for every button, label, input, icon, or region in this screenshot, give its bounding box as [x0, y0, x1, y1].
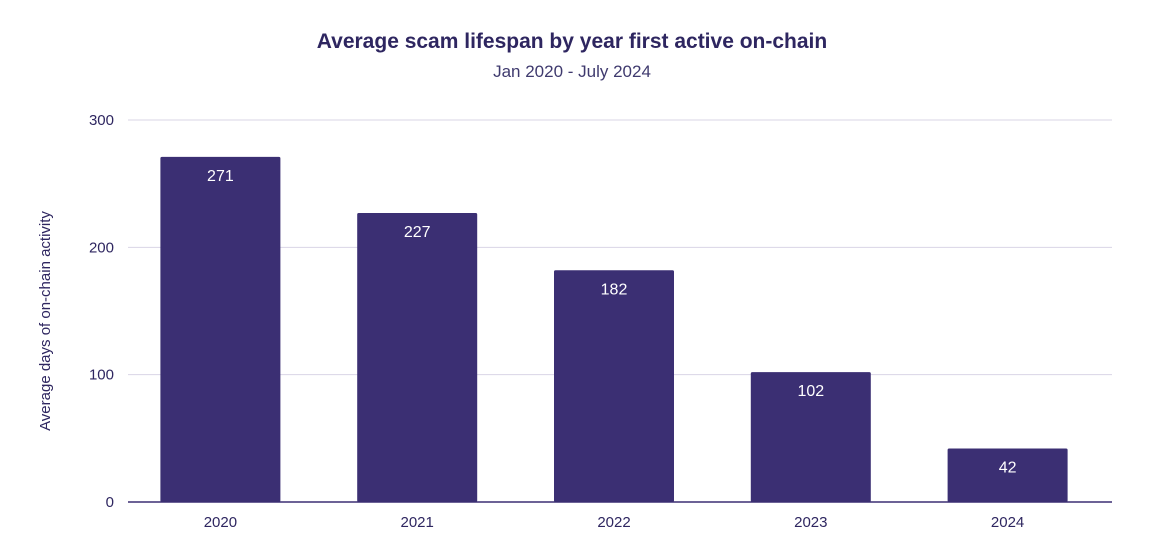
- x-tick-label: 2021: [401, 514, 434, 531]
- x-axis-ticks: 2020 2021 2022 2023 2024: [204, 514, 1025, 531]
- data-labels: 271 227 182 102 42: [207, 168, 1017, 477]
- data-label-2021: 227: [404, 224, 431, 241]
- y-tick-label: 200: [89, 239, 114, 256]
- y-axis-label: Average days of on-chain activity: [37, 211, 54, 431]
- x-tick-label: 2020: [204, 514, 237, 531]
- y-tick-label: 100: [89, 367, 114, 384]
- x-tick-label: 2022: [597, 514, 630, 531]
- chart-subtitle: Jan 2020 - July 2024: [493, 62, 651, 81]
- x-tick-label: 2024: [991, 514, 1024, 531]
- data-label-2020: 271: [207, 168, 234, 185]
- bar-2022: [554, 270, 674, 502]
- bars: [160, 156, 1068, 502]
- y-tick-label: 0: [106, 494, 114, 511]
- y-axis-ticks: 0 100 200 300: [89, 112, 114, 511]
- y-tick-label: 300: [89, 112, 114, 129]
- bar-2023: [750, 372, 871, 502]
- chart-title: Average scam lifespan by year first acti…: [316, 30, 828, 53]
- bar-2020: [160, 156, 281, 502]
- bar-2024: [947, 448, 1068, 502]
- bar-2021: [357, 212, 478, 502]
- data-label-2022: 182: [601, 281, 628, 298]
- data-label-2023: 102: [797, 383, 824, 400]
- data-label-2024: 42: [999, 460, 1017, 477]
- x-tick-label: 2023: [794, 514, 827, 531]
